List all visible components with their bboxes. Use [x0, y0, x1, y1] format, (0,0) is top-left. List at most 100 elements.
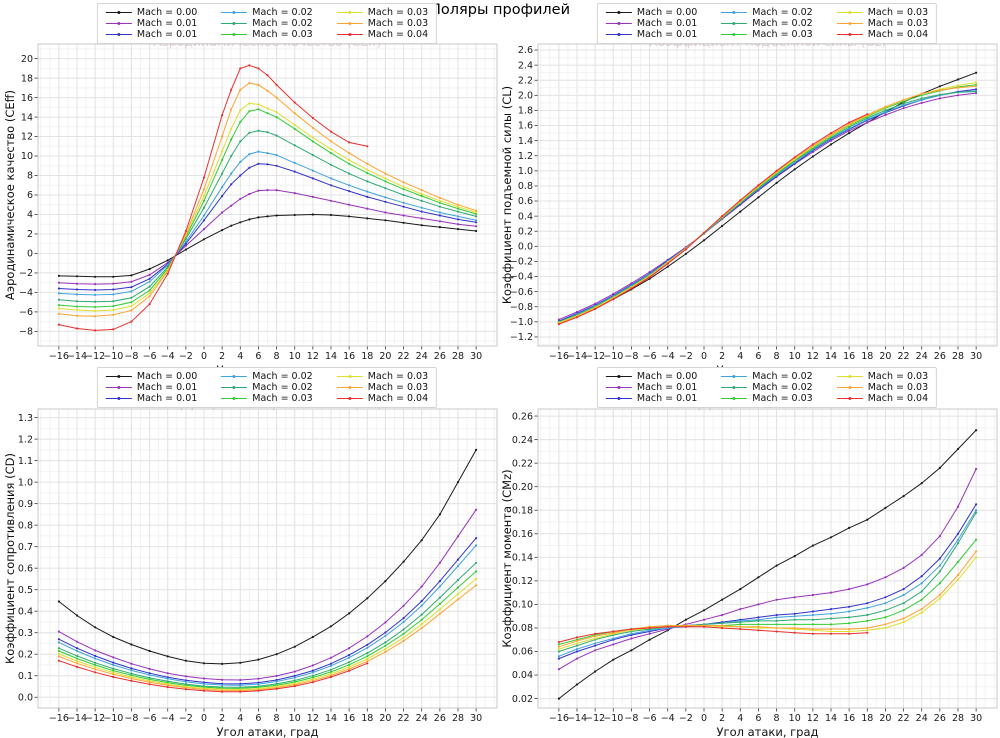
legend-item: Mach = 0.03	[221, 29, 313, 40]
legend-item: Mach = 0.04	[836, 29, 928, 40]
x-tick-label: 22	[898, 713, 910, 724]
legend-label: Mach = 0.02	[752, 7, 813, 18]
legend-item: Mach = 0.01	[105, 382, 198, 393]
legend-item: Mach = 0.03	[221, 393, 313, 404]
y-axis-label: Коэффициент момента (CMz)	[500, 469, 514, 648]
y-tick-label: −6	[19, 307, 33, 318]
legend-label: Mach = 0.04	[367, 29, 429, 40]
legend-line-marker-icon	[336, 11, 363, 14]
y-tick-label: 1.2	[518, 151, 533, 162]
axes-spines	[37, 408, 498, 709]
legend-label: Mach = 0.01	[136, 18, 198, 29]
legend-item: Mach = 0.02	[721, 7, 813, 18]
y-tick-label: 2	[27, 229, 33, 240]
legend-item: Mach = 0.03	[836, 382, 929, 393]
x-tick-label: 30	[470, 351, 482, 362]
legend-line-marker-icon	[721, 397, 748, 400]
legend-line-marker-icon	[221, 22, 248, 25]
subplot-1: −16−14−12−10 −8 −6 −4 −2 0 2 4 6 8 10 12 14 16 18 20 22 2…	[510, 43, 998, 362]
legend-label: Mach = 0.02	[252, 18, 313, 29]
legend-line-marker-icon	[105, 375, 132, 378]
series-0.00-line	[557, 429, 978, 700]
x-tick-label: −12	[85, 713, 105, 724]
series-0.00-line	[57, 213, 478, 278]
series-0.02-line	[57, 129, 478, 303]
y-tick-label: 1.1	[18, 456, 33, 467]
x-tick-label: 14	[325, 713, 337, 724]
y-tick-label: 0.8	[18, 520, 33, 531]
x-tick-label: 26	[934, 713, 946, 724]
x-tick-label: 20	[879, 351, 891, 362]
x-tick-label: 4	[737, 351, 743, 362]
y-axis-label: Коэффициент сопротивления (CD)	[3, 453, 17, 664]
x-tick-label: −8	[124, 713, 138, 724]
series-0.04-line	[557, 113, 869, 326]
y-tick-label: 1.8	[518, 106, 533, 117]
legend-line-marker-icon	[605, 375, 632, 378]
tick-labels: −16−14−12−10 −8 −6 −4 −2 0 2 4 6 8 10 12 14 16 18 20 22 2…	[512, 411, 982, 724]
y-tick-label: 0.4	[518, 211, 533, 222]
y-tick-label: 0.24	[512, 435, 533, 446]
x-tick-label: −2	[179, 713, 193, 724]
y-tick-label: 18	[21, 73, 33, 84]
axes-spines	[537, 408, 998, 709]
y-tick-label: 0.1	[18, 671, 33, 682]
legend-line-marker-icon	[721, 22, 748, 25]
series-0.01-line	[57, 162, 478, 292]
legend-item: Mach = 0.02	[221, 18, 313, 29]
x-tick-label: 0	[701, 351, 707, 362]
legend-label: Mach = 0.03	[752, 29, 813, 40]
tick-labels: −16−14−12−10 −8 −6 −4 −2 0 2 4 6 8 10 12 14 16 18 20 22 2…	[510, 45, 982, 362]
y-tick-label: −1.2	[510, 332, 533, 343]
legend-item: Mach = 0.03	[336, 371, 428, 382]
series-0.00-line	[57, 448, 478, 666]
legend-line-marker-icon	[836, 11, 863, 14]
legend-item: Mach = 0.01	[105, 29, 197, 40]
legend-label: Mach = 0.01	[636, 18, 698, 29]
legend-item: Mach = 0.02	[221, 7, 313, 18]
x-tick-label: 20	[879, 713, 891, 724]
x-tick-label: 14	[825, 713, 837, 724]
x-tick-label: 16	[343, 351, 355, 362]
y-tick-label: 0.18	[512, 505, 533, 516]
series-0.04-line	[557, 625, 869, 644]
x-tick-label: 26	[434, 713, 446, 724]
legend-label: Mach = 0.00	[136, 7, 198, 18]
y-tick-label: 0.08	[512, 623, 533, 634]
legend-line-marker-icon	[336, 33, 363, 36]
x-tick-label: 2	[219, 713, 225, 724]
x-tick-label: −16	[49, 713, 69, 724]
legend-item: Mach = 0.04	[836, 393, 928, 404]
x-tick-label: 2	[219, 351, 225, 362]
major-grid	[538, 44, 997, 346]
axes-spines	[537, 43, 998, 347]
subplot-3: −16−14−12−10 −8 −6 −4 −2 0 2 4 6 8 10 12 14 16 18 20 22 2…	[512, 408, 998, 724]
y-tick-label: −8	[19, 327, 33, 338]
legend-label: Mach = 0.02	[252, 371, 313, 382]
x-tick-label: 28	[452, 351, 464, 362]
legend-line-marker-icon	[336, 397, 363, 400]
legend-line-marker-icon	[721, 11, 748, 14]
series-0.01-line	[57, 508, 478, 682]
x-tick-label: −14	[67, 713, 87, 724]
x-tick-label: 12	[307, 713, 319, 724]
x-tick-label: 26	[434, 351, 446, 362]
y-tick-label: 0.20	[512, 482, 533, 493]
x-tick-label: −16	[549, 713, 569, 724]
legend-item: Mach = 0.02	[221, 371, 313, 382]
legend-label: Mach = 0.00	[636, 371, 698, 382]
tick-marks	[534, 415, 977, 712]
x-tick-label: −4	[161, 713, 175, 724]
y-tick-label: 0.26	[512, 411, 533, 422]
x-tick-label: 0	[701, 713, 707, 724]
x-tick-label: 4	[737, 713, 743, 724]
legend-label: Mach = 0.01	[136, 382, 198, 393]
legend-label: Mach = 0.03	[867, 382, 929, 393]
y-tick-label: 2.2	[518, 75, 533, 86]
legend-line-marker-icon	[221, 33, 248, 36]
major-grid	[38, 409, 497, 708]
x-tick-label: 14	[325, 351, 337, 362]
legend-label: Mach = 0.01	[636, 29, 698, 40]
